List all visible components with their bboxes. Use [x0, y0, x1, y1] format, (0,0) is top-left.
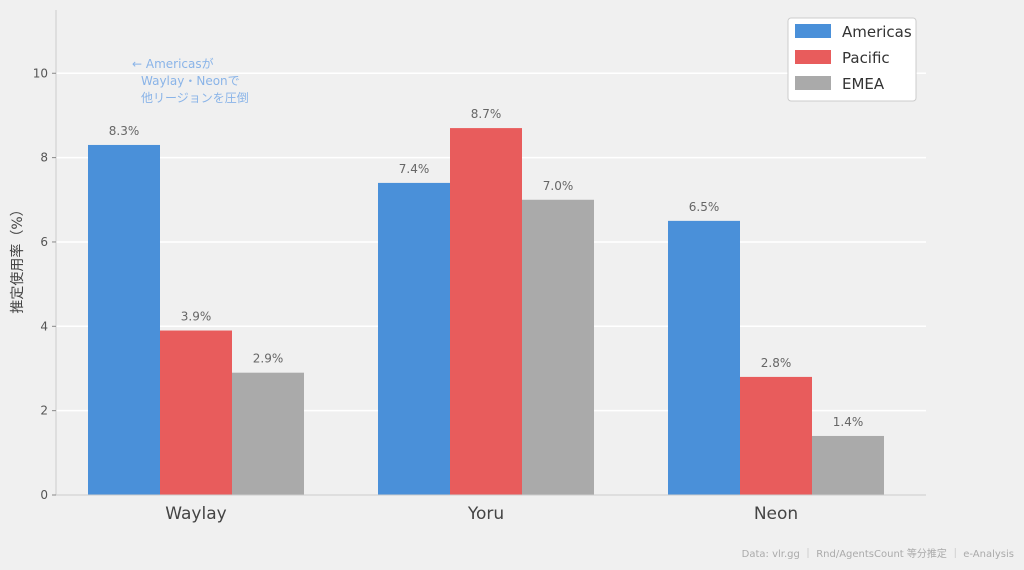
data-label: 7.0% — [543, 179, 574, 193]
footer-source: Data: vlr.gg ｜ Rnd/AgentsCount 等分推定 ｜ e-… — [742, 547, 1014, 560]
data-label: 7.4% — [399, 162, 430, 176]
x-categories: Waylay Yoru Neon — [165, 504, 798, 524]
x-category-label: Yoru — [467, 504, 504, 524]
data-labels: 8.3% 3.9% 2.9% 7.4% 8.7% 7.0% 6.5% 2.8% 1.4% — [109, 107, 864, 429]
legend: Americas Pacific EMEA — [787, 17, 917, 102]
bar-emea-waylay — [232, 372, 304, 495]
data-label: 2.8% — [761, 356, 792, 370]
data-label: 8.3% — [109, 124, 140, 138]
x-category-label: Neon — [754, 504, 798, 524]
data-label: 6.5% — [689, 200, 720, 214]
bar-pacific-waylay — [160, 330, 232, 495]
annotation-line: Waylay・Neonで — [141, 74, 240, 88]
y-tick-label: 10 — [33, 66, 48, 80]
y-tick-label: 0 — [40, 488, 48, 502]
annotation-line: 他リージョンを圧倒 — [141, 91, 249, 105]
legend-swatch — [795, 76, 831, 90]
bar-emea-yoru — [522, 199, 594, 496]
bars — [88, 128, 884, 496]
legend-label: Pacific — [842, 49, 890, 67]
bar-emea-neon — [812, 435, 884, 495]
legend-label: Americas — [842, 23, 912, 41]
bar-pacific-neon — [740, 376, 812, 495]
legend-swatch — [795, 50, 831, 64]
y-axis-title: 推定使用率（%） — [9, 202, 26, 313]
y-tick-label: 4 — [40, 319, 48, 333]
bar-americas-neon — [668, 220, 740, 495]
bar-americas-yoru — [378, 182, 450, 496]
x-category-label: Waylay — [165, 504, 226, 524]
axes — [55, 10, 926, 496]
annotation-line: ← Americasが — [132, 56, 214, 71]
data-label: 3.9% — [181, 310, 212, 324]
data-label: 8.7% — [471, 107, 502, 121]
y-tick-label: 2 — [40, 404, 48, 418]
bar-americas-waylay — [88, 144, 160, 495]
y-tick-label: 6 — [40, 235, 48, 249]
legend-label: EMEA — [842, 75, 885, 93]
legend-swatch — [795, 24, 831, 38]
data-label: 2.9% — [253, 352, 284, 366]
y-ticks: 0 2 4 6 8 10 — [33, 66, 56, 502]
y-tick-label: 8 — [40, 151, 48, 165]
data-label: 1.4% — [833, 415, 864, 429]
bar-pacific-yoru — [450, 128, 522, 495]
